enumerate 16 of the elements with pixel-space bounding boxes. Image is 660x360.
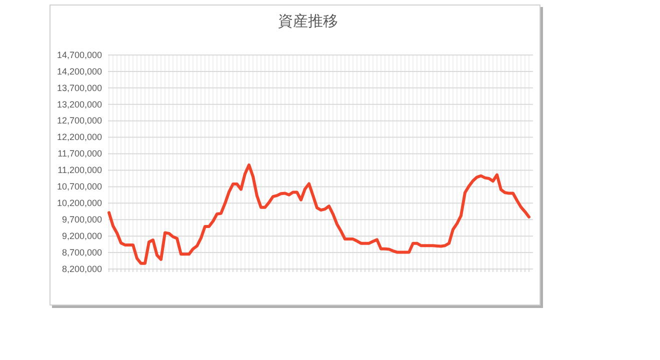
y-tick-label: 14,200,000 (56, 66, 102, 76)
y-tick-label: 14,700,000 (56, 50, 102, 60)
y-tick-label: 8,200,000 (62, 264, 102, 274)
y-tick-label: 8,700,000 (62, 247, 102, 258)
y-tick-label: 12,200,000 (56, 132, 102, 142)
y-tick-label: 11,200,000 (58, 165, 102, 176)
y-tick-label: 9,200,000 (62, 230, 102, 241)
y-tick-label: 10,200,000 (56, 198, 102, 208)
y-tick-label: 13,200,000 (56, 99, 102, 110)
y-tick-label: 10,700,000 (56, 182, 102, 192)
chart-title: 資産推移 (278, 13, 338, 30)
line-series (108, 163, 530, 265)
y-tick-label: 13,700,000 (56, 82, 102, 93)
y-tick-label: 12,700,000 (56, 116, 102, 126)
y-tick-label: 9,700,000 (62, 214, 102, 224)
y-tick-label: 11,700,000 (58, 148, 102, 159)
